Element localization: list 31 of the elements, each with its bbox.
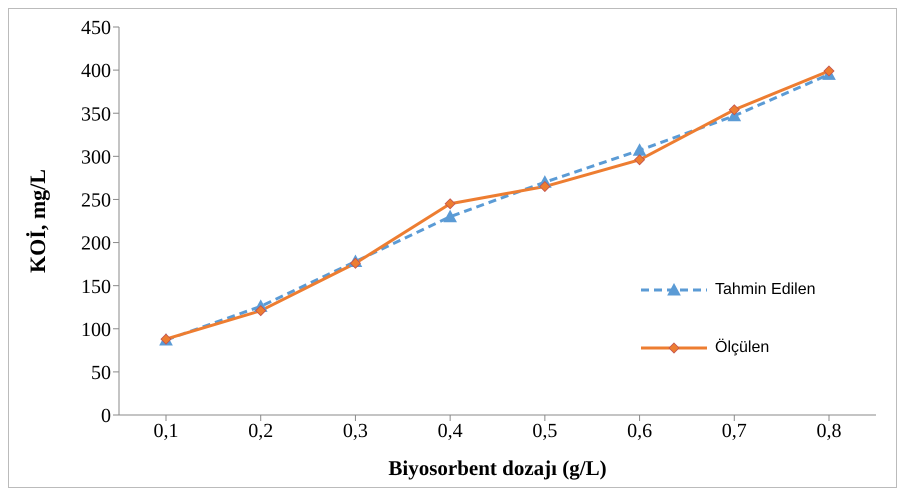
point <box>255 305 266 316</box>
point <box>539 181 550 192</box>
point <box>634 154 645 166</box>
x-tick-label: 0,2 <box>248 420 274 442</box>
y-axis-title: KOİ, mg/L <box>24 169 50 273</box>
y-tick-label: 50 <box>91 362 111 384</box>
point <box>444 198 456 210</box>
x-tick-label: 0,8 <box>816 420 842 442</box>
point <box>728 104 740 116</box>
x-tick-label: 0,7 <box>722 420 747 442</box>
x-tick-label: 0,6 <box>627 420 652 442</box>
y-tick-label: 300 <box>81 146 111 168</box>
point <box>444 210 457 222</box>
y-tick-label: 450 <box>81 17 111 40</box>
point <box>824 66 834 76</box>
x-tick-label: 0,4 <box>438 420 463 442</box>
x-tick-label: 0,1 <box>154 420 178 442</box>
x-axis-title: Biyosorbent dozajı (g/L) <box>388 456 607 480</box>
y-tick-label: 400 <box>81 60 111 82</box>
legend-label: Tahmin Edilen <box>715 281 816 299</box>
x-tick-label: 0,5 <box>532 420 558 442</box>
y-tick-label: 200 <box>81 232 111 255</box>
x-tick-label: 0,3 <box>342 420 368 442</box>
y-tick-label: 0 <box>101 405 111 428</box>
y-tick-label: 100 <box>81 318 111 341</box>
point <box>350 258 361 269</box>
point <box>633 144 646 156</box>
y-tick-label: 250 <box>81 190 111 212</box>
y-tick-label: 150 <box>81 276 111 298</box>
legend-label: Ölçülen <box>715 339 770 357</box>
y-tick-label: 350 <box>81 103 111 126</box>
